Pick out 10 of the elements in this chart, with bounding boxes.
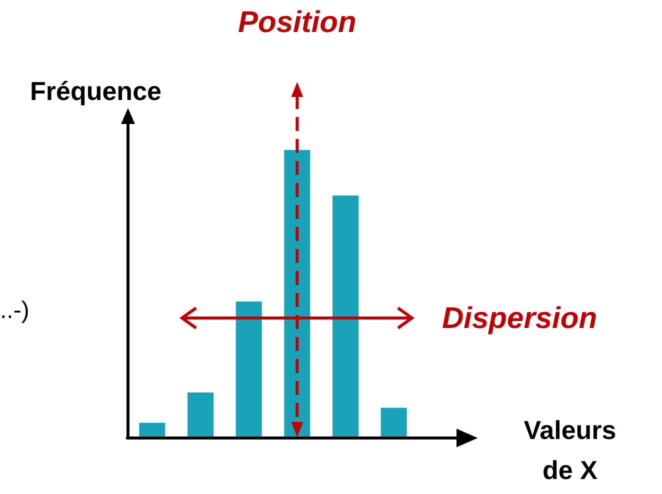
- annotation: Dispersion: [442, 302, 598, 336]
- bar: [380, 408, 407, 438]
- x-axis-title: Valeurs de X: [522, 414, 618, 487]
- text: Position: [236, 6, 358, 40]
- bar: [188, 392, 214, 438]
- text: ..-): [0, 297, 30, 325]
- bar: [236, 301, 262, 438]
- y-axis-title: Fréquence: [30, 76, 162, 107]
- bar: [139, 422, 166, 438]
- bar: [332, 196, 358, 438]
